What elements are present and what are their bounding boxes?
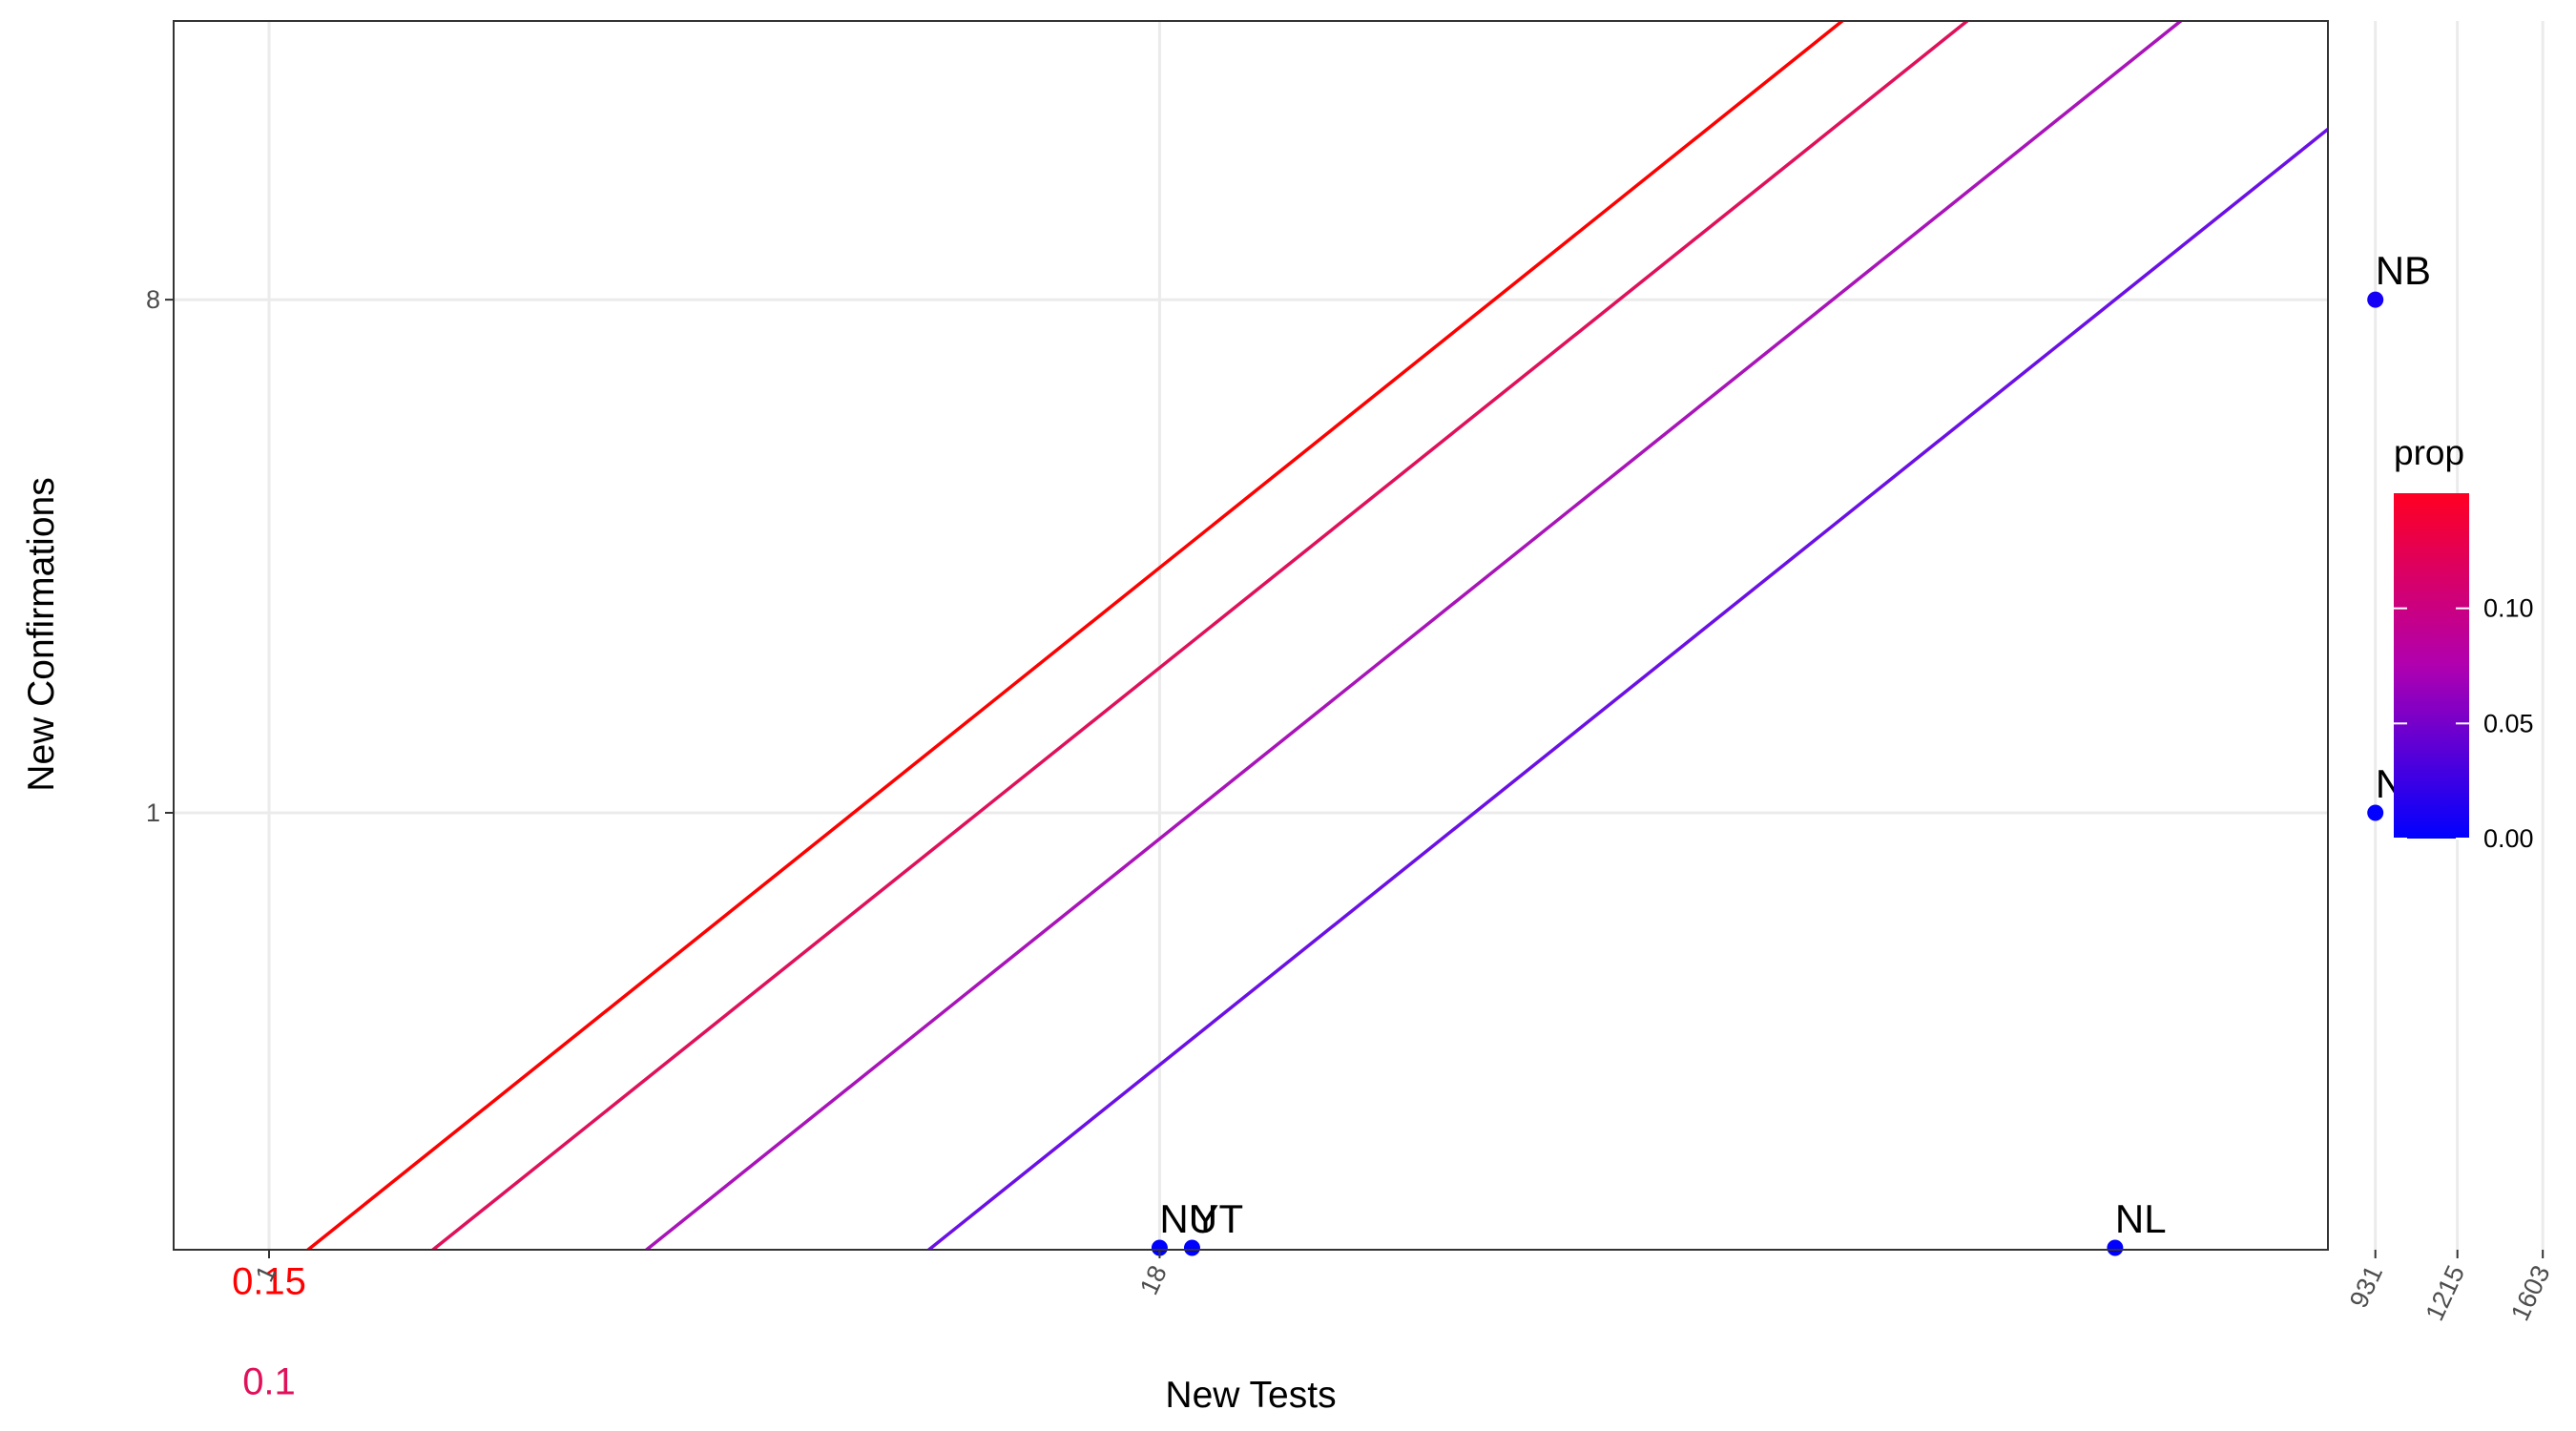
reference-line-label: 0.15 [232,1261,306,1303]
y-axis-title: New Confirmations [21,477,62,791]
data-point [2367,804,2384,821]
x-tick-label: 18 [1134,1261,1173,1299]
point-label: NL [2115,1196,2167,1241]
x-tick-label: 931 [2344,1261,2388,1313]
reference-line-label: 0.1 [242,1361,296,1403]
reference-lines-layer [305,21,2328,1250]
legend-tick-label: 0.05 [2483,709,2534,737]
legend-tick-label: 0.10 [2483,594,2534,623]
point-label: NB [2376,248,2431,293]
data-point [1183,1239,1200,1256]
data-point [2107,1239,2124,1256]
legend-tick-label: 0.00 [2483,824,2534,853]
point-label: YT [1192,1196,1243,1241]
reference-line [925,127,2328,1250]
legend-title: prop [2394,433,2464,472]
data-point [2367,291,2384,308]
reference-line [305,21,1845,1250]
panel-background [174,21,2328,1250]
grid-layer [174,21,2545,1250]
panel-border [173,20,2329,1251]
points-layer [1151,291,2384,1256]
y-tick-label: 1 [146,798,160,827]
reference-line [429,21,1970,1250]
color-legend: prop 0.10 0.05 0.00 [2394,433,2534,853]
y-tick-label: 8 [146,285,160,314]
reference-line [643,21,2184,1250]
x-tick-label: 1215 [2420,1261,2471,1325]
x-axis-title: New Tests [1165,1375,1336,1416]
data-point [1151,1239,1168,1256]
point-label: NU [1159,1196,1217,1241]
x-tick-label: 1603 [2505,1261,2556,1325]
legend-colorbar [2394,493,2469,839]
